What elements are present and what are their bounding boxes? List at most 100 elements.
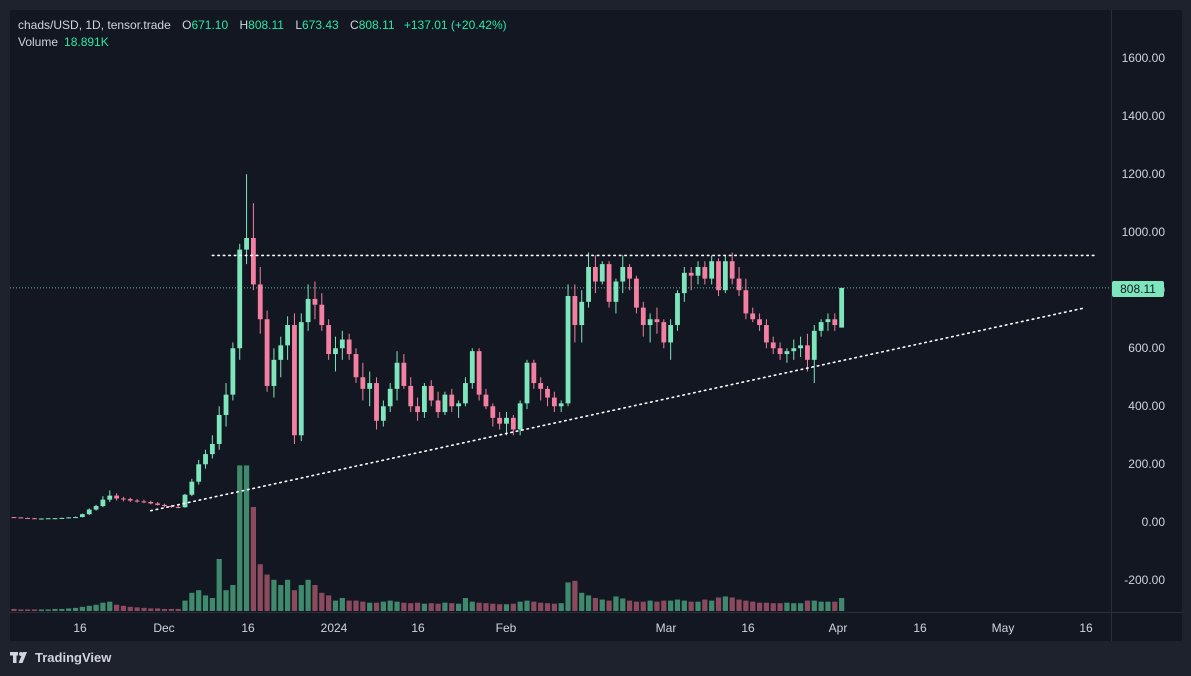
x-tick-label: 16 — [741, 621, 755, 635]
volume-bar — [161, 608, 168, 611]
volume-bar — [620, 598, 626, 611]
candle-body — [435, 400, 441, 413]
candle-body — [504, 417, 509, 424]
candle-body — [668, 325, 674, 343]
candle-body — [702, 267, 708, 279]
volume-bar — [380, 601, 386, 611]
x-tick-label: May — [991, 621, 1015, 635]
candle-body — [216, 414, 222, 444]
last-price-badge: 808.11 — [1112, 281, 1164, 297]
candle-body — [189, 481, 195, 495]
candle-body — [729, 261, 735, 279]
volume-bar — [45, 609, 51, 611]
volume-bar — [462, 598, 469, 611]
volume-bar — [674, 599, 681, 611]
volume-bar — [373, 602, 380, 611]
candle-body — [285, 325, 290, 346]
candle-body — [298, 322, 304, 436]
volume-bar — [503, 604, 510, 611]
volume-bar — [811, 600, 817, 611]
candle-body — [538, 383, 544, 389]
volume-bar — [291, 590, 298, 611]
volume-bar — [100, 602, 106, 611]
volume-bar — [18, 609, 24, 611]
volume-bar — [237, 465, 243, 611]
volume-bar — [387, 600, 393, 611]
candle-body — [579, 301, 585, 326]
candle-body — [490, 406, 496, 418]
y-tick-label: 0.00 — [1141, 515, 1165, 530]
candle-body — [155, 503, 161, 505]
candle-body — [121, 498, 126, 500]
volume-bar — [285, 579, 291, 611]
volume-bar — [695, 601, 701, 611]
candle-body — [244, 238, 249, 250]
tradingview-logo[interactable]: TradingView — [10, 650, 111, 665]
y-tick-label: 1600.00 — [1121, 51, 1165, 66]
volume-bar — [784, 602, 790, 611]
y-tick-label: -200.00 — [1124, 573, 1165, 588]
volume-bar — [168, 608, 174, 611]
candle-body — [93, 506, 99, 510]
x-tick-label: Dec — [153, 621, 175, 635]
volume-bar — [38, 609, 44, 611]
candle-body — [353, 354, 359, 378]
volume-bar — [52, 608, 58, 611]
candle-body — [654, 319, 660, 323]
candle-body — [545, 388, 550, 398]
volume-bar — [196, 590, 202, 611]
price-chart[interactable] — [10, 10, 1111, 612]
tradingview-logo-icon — [10, 651, 27, 663]
candle-body — [606, 264, 612, 302]
y-tick-label: 200.00 — [1128, 457, 1165, 472]
y-tick-label: 400.00 — [1128, 399, 1165, 414]
x-tick-label: 16 — [411, 621, 425, 635]
volume-bar — [715, 597, 722, 611]
candle-body — [394, 362, 400, 389]
volume-bar — [182, 600, 188, 611]
price-axis[interactable]: 1600.001400.001200.001000.00800.00600.00… — [1111, 10, 1182, 612]
volume-bar — [544, 603, 551, 611]
x-tick-label: 16 — [1079, 621, 1093, 635]
candle-body — [551, 397, 557, 407]
candle-body — [818, 322, 824, 331]
candle-body — [168, 506, 174, 508]
volume-bar — [763, 602, 769, 611]
volume-bar — [59, 608, 65, 611]
axis-corner — [1111, 612, 1182, 641]
volume-bar — [155, 608, 161, 611]
volume-bar — [414, 602, 421, 611]
candle-body — [182, 494, 188, 508]
volume-bar — [469, 601, 475, 611]
candle-body — [784, 351, 790, 355]
legend-volume-value: 18.891K — [64, 35, 109, 49]
volume-bar — [394, 601, 400, 611]
volume-bar — [435, 603, 441, 611]
time-axis[interactable]: 16 Dec 16 2024 16 Feb Mar 16 Apr 16 May 16 — [10, 612, 1111, 641]
candle-body — [647, 319, 653, 326]
volume-bar — [688, 601, 694, 611]
candle-body — [333, 348, 338, 355]
candle-body — [319, 304, 325, 326]
candle-body — [476, 351, 482, 395]
candle-body — [456, 403, 461, 407]
candle-body — [86, 509, 92, 515]
volume-bar — [141, 607, 147, 611]
candle-body — [750, 313, 756, 320]
volume-bar — [421, 603, 427, 611]
candle-body — [237, 249, 243, 349]
volume-bar — [456, 603, 462, 611]
volume-bar — [79, 606, 85, 611]
candle-body — [586, 267, 591, 302]
candle-body — [52, 518, 58, 520]
volume-bar — [743, 600, 749, 611]
volume-bar — [31, 609, 38, 611]
candle-body — [415, 406, 420, 413]
volume-bar — [25, 609, 31, 611]
volume-bar — [729, 597, 735, 611]
candle-body — [463, 383, 468, 404]
volume-bar — [798, 603, 804, 611]
candle-body — [408, 385, 414, 407]
support-trendline — [150, 306, 1087, 512]
chart-frame[interactable] — [10, 10, 1111, 640]
